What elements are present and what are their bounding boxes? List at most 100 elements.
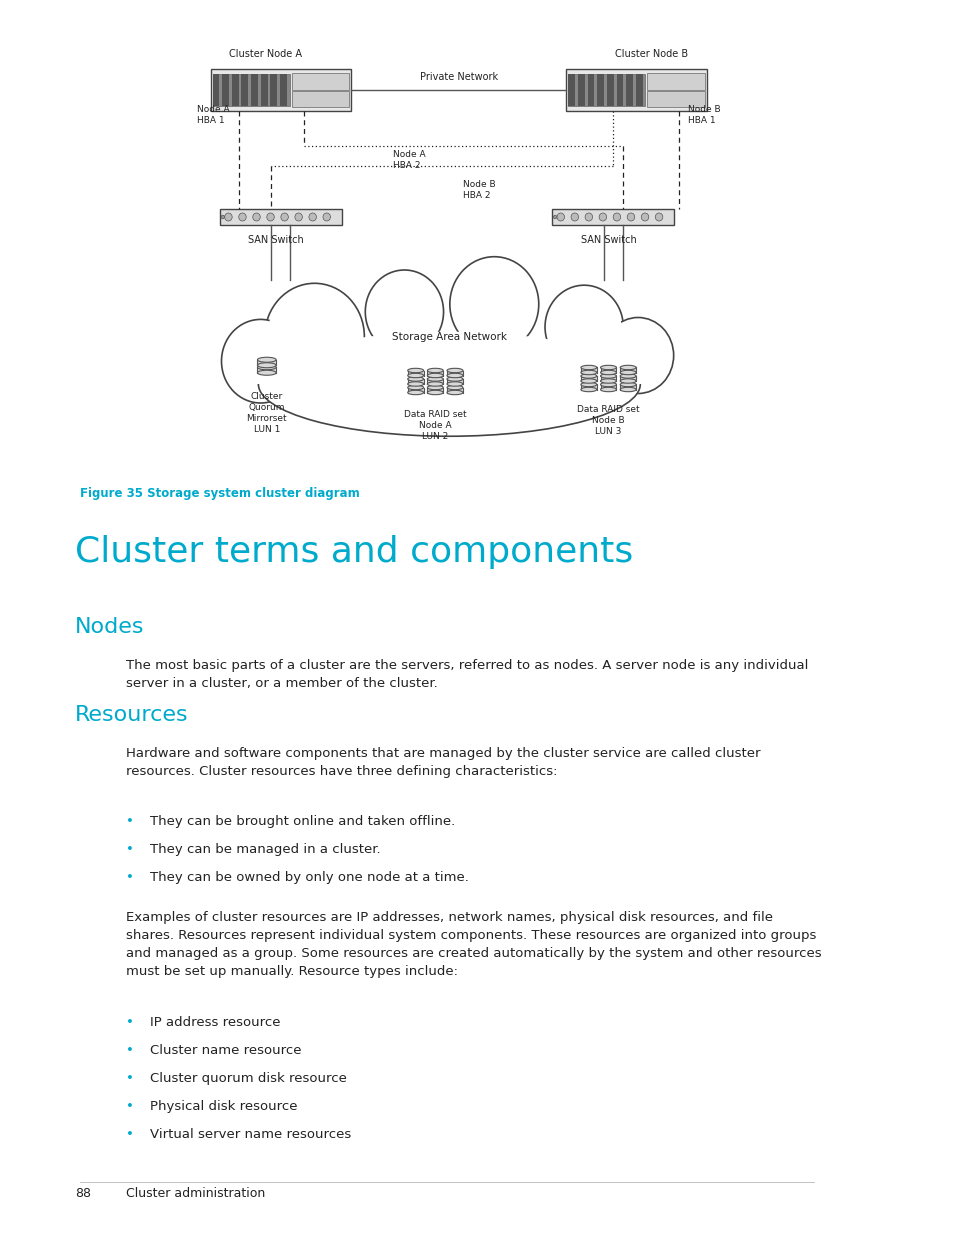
Circle shape [450, 257, 538, 352]
Ellipse shape [580, 388, 597, 391]
Text: Figure 35 Storage system cluster diagram: Figure 35 Storage system cluster diagram [79, 487, 359, 500]
Bar [280, 74, 287, 106]
Ellipse shape [619, 379, 636, 383]
Circle shape [598, 212, 606, 221]
Circle shape [267, 287, 361, 387]
Text: Node A
HBA 1: Node A HBA 1 [196, 105, 229, 125]
Text: •: • [126, 1016, 134, 1029]
Bar [552, 209, 674, 225]
Ellipse shape [600, 379, 616, 383]
Text: Private Network: Private Network [419, 72, 497, 82]
Bar [257, 359, 275, 366]
Bar [635, 74, 642, 106]
Bar [232, 74, 238, 106]
Circle shape [626, 212, 634, 221]
Circle shape [546, 288, 620, 367]
Circle shape [557, 212, 564, 221]
Text: Resources: Resources [75, 705, 189, 725]
Text: Hardware and software components that are managed by the cluster service are cal: Hardware and software components that ar… [126, 747, 760, 778]
Text: Storage Area Network: Storage Area Network [392, 331, 506, 342]
Text: Data RAID set
Node A
LUN 2: Data RAID set Node A LUN 2 [403, 410, 466, 441]
Circle shape [221, 320, 299, 403]
Bar [213, 74, 290, 106]
Ellipse shape [407, 373, 423, 378]
Circle shape [603, 320, 671, 391]
Text: •: • [126, 1044, 134, 1057]
Bar [407, 388, 423, 393]
Bar [625, 74, 632, 106]
Bar [292, 73, 349, 90]
Ellipse shape [258, 332, 639, 436]
Bar [600, 384, 616, 389]
Bar [292, 91, 349, 106]
Ellipse shape [447, 385, 462, 390]
Text: 88: 88 [75, 1187, 91, 1200]
Text: Cluster
Quorum
Mirrorset
LUN 1: Cluster Quorum Mirrorset LUN 1 [246, 391, 287, 435]
Bar [568, 74, 645, 106]
Bar [211, 69, 351, 111]
Circle shape [265, 283, 364, 390]
Ellipse shape [619, 370, 636, 374]
Ellipse shape [619, 366, 636, 369]
Circle shape [223, 321, 297, 401]
Text: •: • [126, 815, 134, 827]
Bar [616, 74, 622, 106]
Ellipse shape [580, 383, 597, 387]
Circle shape [640, 212, 648, 221]
Ellipse shape [619, 383, 636, 387]
Bar [213, 74, 219, 106]
Bar [220, 209, 341, 225]
Ellipse shape [407, 385, 423, 390]
Ellipse shape [257, 370, 275, 375]
Ellipse shape [600, 383, 616, 387]
Bar [427, 388, 443, 393]
Bar [580, 375, 597, 382]
Circle shape [225, 212, 232, 221]
Ellipse shape [600, 370, 616, 374]
Circle shape [309, 212, 316, 221]
Ellipse shape [447, 373, 462, 378]
Bar [600, 375, 616, 382]
Text: •: • [126, 1100, 134, 1113]
Ellipse shape [257, 364, 275, 369]
Circle shape [602, 317, 673, 394]
Text: IP address resource: IP address resource [150, 1016, 280, 1029]
Ellipse shape [600, 388, 616, 391]
Ellipse shape [407, 382, 423, 387]
Circle shape [221, 215, 224, 219]
Ellipse shape [427, 373, 443, 378]
Bar [427, 370, 443, 375]
Bar [597, 74, 603, 106]
Bar [260, 74, 267, 106]
Ellipse shape [257, 357, 275, 362]
Circle shape [367, 272, 441, 352]
Circle shape [280, 212, 288, 221]
Circle shape [544, 285, 622, 369]
Ellipse shape [600, 374, 616, 378]
Text: Examples of cluster resources are IP addresses, network names, physical disk res: Examples of cluster resources are IP add… [126, 911, 821, 978]
Bar [257, 367, 275, 373]
Ellipse shape [257, 363, 275, 368]
Circle shape [613, 212, 620, 221]
Ellipse shape [447, 390, 462, 395]
Ellipse shape [265, 336, 633, 431]
Ellipse shape [447, 368, 462, 373]
Text: Cluster quorum disk resource: Cluster quorum disk resource [150, 1072, 346, 1086]
Circle shape [584, 212, 592, 221]
Bar [606, 74, 613, 106]
Text: Physical disk resource: Physical disk resource [150, 1100, 297, 1113]
Ellipse shape [580, 379, 597, 383]
Text: •: • [126, 844, 134, 856]
Bar [619, 368, 636, 373]
Ellipse shape [407, 377, 423, 382]
Text: They can be brought online and taken offline.: They can be brought online and taken off… [150, 815, 455, 827]
Ellipse shape [427, 368, 443, 373]
Text: •: • [126, 1128, 134, 1141]
Ellipse shape [619, 388, 636, 391]
Text: Node B
HBA 1: Node B HBA 1 [687, 105, 720, 125]
Ellipse shape [407, 368, 423, 373]
Circle shape [450, 257, 538, 352]
Text: Node A
HBA 2: Node A HBA 2 [393, 149, 425, 170]
Circle shape [294, 212, 302, 221]
Text: Nodes: Nodes [75, 618, 144, 637]
